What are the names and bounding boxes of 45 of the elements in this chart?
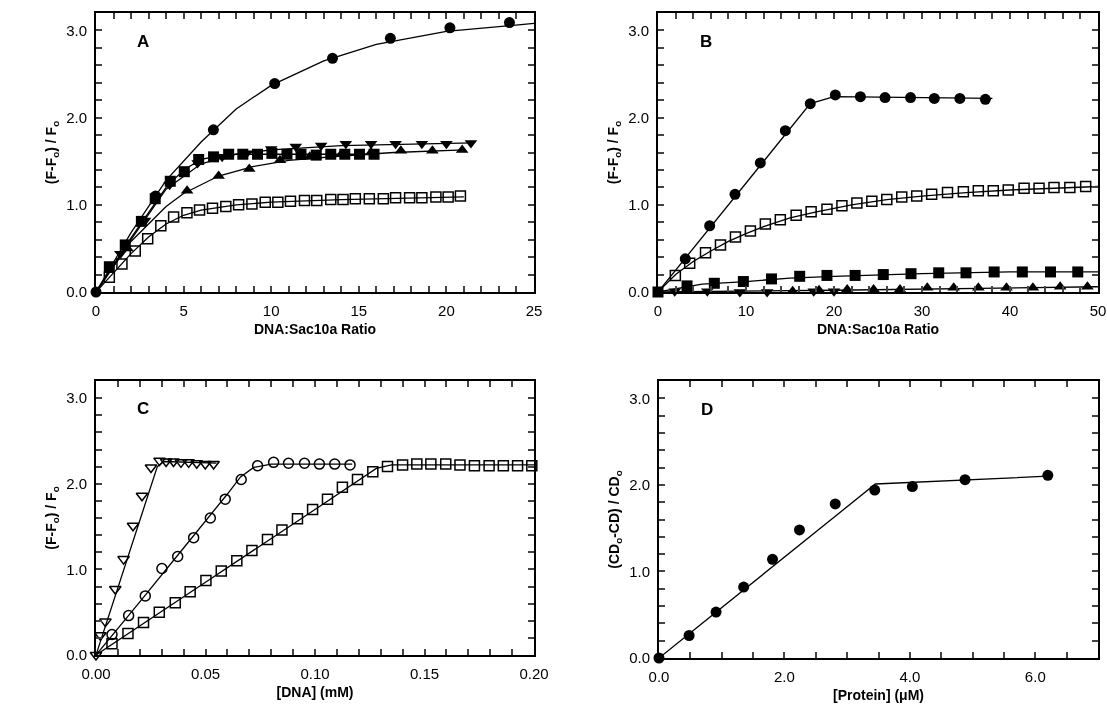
x-tick-label: 0	[91, 302, 101, 319]
y-tick-label: 0.0	[66, 646, 87, 664]
y-tick-label: 0.0	[629, 649, 650, 667]
text: C	[137, 399, 150, 418]
y-tick-label: 1.0	[628, 196, 649, 214]
y-tick-label: 3.0	[66, 389, 87, 407]
text: D	[701, 400, 714, 419]
x-axis-title: [DNA] (mM)	[276, 683, 354, 700]
x-axis-title: DNA:Sac10a Ratio	[253, 320, 377, 337]
x-tick-label: 15	[350, 302, 368, 319]
y-tick-label: 2.0	[66, 108, 87, 126]
x-tick-label: 0	[653, 302, 663, 319]
y-tick-label: 0.0	[66, 283, 87, 301]
x-tick-label: 10	[737, 302, 755, 319]
y-tick-label: 0.0	[628, 283, 649, 301]
x-tick-label: 4.0	[899, 668, 921, 685]
x-tick-label: 0.05	[190, 665, 221, 682]
x-tick-label: 0.20	[519, 665, 549, 682]
y-tick-label: 3.0	[629, 389, 650, 407]
y-tick-label: 3.0	[628, 21, 649, 39]
x-tick-label: 25	[525, 302, 543, 319]
x-tick-label: 20	[438, 302, 455, 319]
y-tick-label: 3.0	[66, 21, 87, 39]
x-tick-label: 50	[1089, 302, 1107, 319]
x-tick-label: 5	[179, 302, 188, 319]
y-tick-label: 2.0	[629, 476, 650, 494]
x-tick-label: 0.00	[81, 665, 111, 682]
x-tick-label: 20	[825, 302, 843, 319]
x-tick-label: 10	[262, 302, 280, 319]
x-axis-title: DNA:Sac10a Ratio	[816, 320, 940, 337]
y-tick-label: 1.0	[629, 562, 650, 580]
x-tick-label: 0.0	[648, 668, 670, 685]
x-tick-label: 6.0	[1024, 668, 1046, 685]
x-axis-title: [Protein] (μM)	[833, 686, 924, 703]
y-tick-label: 2.0	[66, 475, 87, 492]
y-tick-label: 1.0	[66, 196, 87, 214]
x-tick-label: 0.10	[300, 665, 330, 682]
y-tick-label: 2.0	[628, 108, 649, 126]
y-tick-label: 1.0	[66, 560, 87, 578]
text: B	[700, 32, 713, 51]
x-tick-label: 0.15	[409, 665, 440, 682]
x-tick-label: 30	[913, 302, 931, 319]
text: A	[137, 32, 150, 51]
x-tick-label: 2.0	[774, 668, 795, 685]
x-tick-label: 40	[1001, 302, 1019, 319]
